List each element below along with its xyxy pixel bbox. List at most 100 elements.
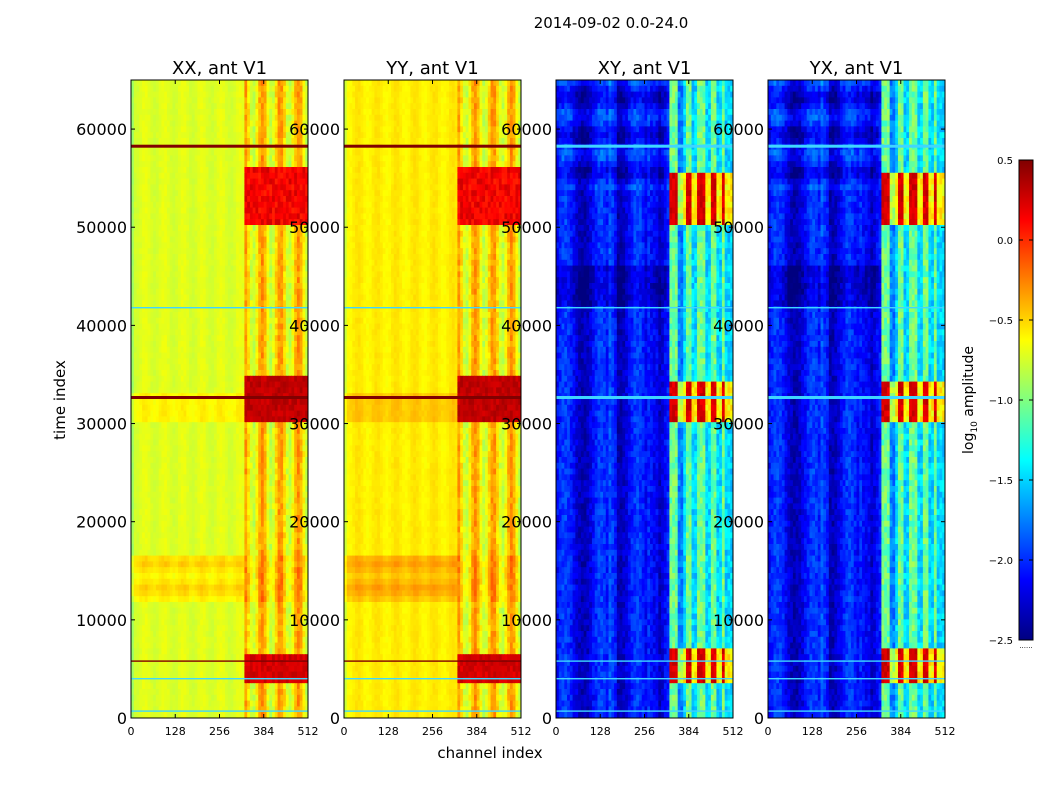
flag-row	[131, 710, 308, 711]
flag-row	[768, 396, 945, 399]
flag-row	[768, 710, 945, 711]
flag-row	[344, 660, 521, 661]
y-tick-label: 60000	[289, 120, 340, 139]
y-tick-label: 30000	[76, 415, 127, 434]
x-axis-label: channel index	[437, 744, 542, 762]
y-tick-label: 40000	[713, 316, 764, 335]
y-tick-label: 10000	[76, 611, 127, 630]
y-tick-label: 50000	[76, 218, 127, 237]
colorbar-tick-label: −2.0	[989, 556, 1013, 567]
colorbar: 0.5 0.0 −0.5 −1.0 −1.5 −2.0 −2.5	[989, 156, 1033, 647]
x-tick-label: 512	[298, 725, 319, 738]
flag-row	[131, 307, 308, 308]
y-tick-label: 0	[542, 709, 552, 728]
flag-row	[344, 145, 521, 148]
x-tick-label: 384	[253, 725, 274, 738]
heatmap-image	[556, 80, 734, 719]
flag-row	[768, 678, 945, 679]
y-axis-label: time index	[51, 360, 69, 440]
x-tick-label: 128	[802, 725, 823, 738]
x-tick-label: 0	[553, 725, 560, 738]
y-tick-label: 20000	[713, 513, 764, 532]
x-tick-label: 128	[378, 725, 399, 738]
colorbar-tick-label: −1.5	[989, 476, 1013, 487]
colorbar-footer: ......	[1019, 642, 1032, 650]
flag-row	[344, 710, 521, 711]
heatmap-image	[768, 80, 946, 719]
y-tick-label: 40000	[501, 316, 552, 335]
y-tick-label: 0	[330, 709, 340, 728]
x-tick-label: 512	[723, 725, 744, 738]
y-tick-label: 20000	[501, 513, 552, 532]
colorbar-tick-label: −2.5	[989, 636, 1013, 647]
heatmap-image	[131, 80, 309, 719]
x-tick-label: 256	[846, 725, 867, 738]
y-tick-label: 60000	[76, 120, 127, 139]
x-tick-label: 0	[128, 725, 135, 738]
y-tick-label: 0	[117, 709, 127, 728]
panel-title: YX, ant V1	[809, 58, 904, 79]
panel-xy: XY, ant V1 0 128 256 384 512 0 10000 20000 30000 4…	[501, 58, 743, 738]
x-tick-label: 256	[634, 725, 655, 738]
x-tick-label: 0	[765, 725, 772, 738]
y-tick-label: 20000	[289, 513, 340, 532]
x-tick-label: 256	[209, 725, 230, 738]
x-tick-label: 384	[678, 725, 699, 738]
y-tick-label: 20000	[76, 513, 127, 532]
panel-title: XX, ant V1	[172, 58, 267, 79]
y-tick-label: 10000	[289, 611, 340, 630]
colorbar-label-suffix: amplitude	[961, 346, 977, 421]
y-tick-label: 40000	[76, 316, 127, 335]
panel-title: YY, ant V1	[385, 58, 478, 79]
y-tick-label: 30000	[289, 415, 340, 434]
figure-title: 2014-09-02 0.0-24.0	[534, 14, 689, 32]
flag-row	[556, 710, 733, 711]
flag-row	[131, 660, 308, 661]
flag-row	[556, 678, 733, 679]
panel-yx: YX, ant V1 0 128 256 384 512 0 10000 20000 30000 4…	[713, 58, 955, 738]
y-tick-label: 50000	[501, 218, 552, 237]
colorbar-tick-label: 0.5	[997, 156, 1013, 167]
colorbar-tick-label: −0.5	[989, 316, 1013, 327]
flag-row	[556, 396, 733, 399]
x-tick-label: 0	[341, 725, 348, 738]
y-tick-label: 10000	[501, 611, 552, 630]
panel-xx: XX, ant V1 0 128 256 384 512 0 10000 20000 30000 4…	[76, 58, 318, 738]
y-tick-label: 60000	[501, 120, 552, 139]
flag-row	[768, 145, 945, 148]
y-tick-label: 0	[754, 709, 764, 728]
colorbar-tick-label: −1.0	[989, 396, 1013, 407]
x-tick-label: 128	[165, 725, 186, 738]
colorbar-tick-label: 0.0	[997, 236, 1013, 247]
flag-row	[344, 307, 521, 308]
flag-row	[131, 396, 308, 399]
colorbar-label: log10 amplitude	[961, 346, 980, 454]
flag-row	[768, 660, 945, 661]
panel-yy: YY, ant V1 0 128 256 384 512 0 10000 20000 30000 4…	[289, 58, 531, 738]
y-tick-label: 30000	[501, 415, 552, 434]
y-tick-label: 50000	[289, 218, 340, 237]
colorbar-label-subscript: 10	[970, 421, 980, 433]
x-tick-label: 256	[422, 725, 443, 738]
flag-row	[556, 307, 733, 308]
panel-title: XY, ant V1	[598, 58, 692, 79]
flag-row	[344, 396, 521, 399]
x-tick-label: 512	[511, 725, 532, 738]
flag-row	[556, 145, 733, 148]
y-tick-label: 50000	[713, 218, 764, 237]
x-tick-label: 128	[590, 725, 611, 738]
x-tick-label: 384	[466, 725, 487, 738]
y-tick-label: 40000	[289, 316, 340, 335]
colorbar-label-prefix: log	[961, 433, 977, 454]
x-tick-label: 512	[935, 725, 956, 738]
y-tick-label: 60000	[713, 120, 764, 139]
y-tick-label: 10000	[713, 611, 764, 630]
y-tick-label: 30000	[713, 415, 764, 434]
flag-row	[556, 660, 733, 661]
flag-row	[344, 678, 521, 679]
flag-row	[131, 678, 308, 679]
flag-row	[131, 145, 308, 148]
x-tick-label: 384	[890, 725, 911, 738]
heatmap-image	[344, 80, 522, 719]
